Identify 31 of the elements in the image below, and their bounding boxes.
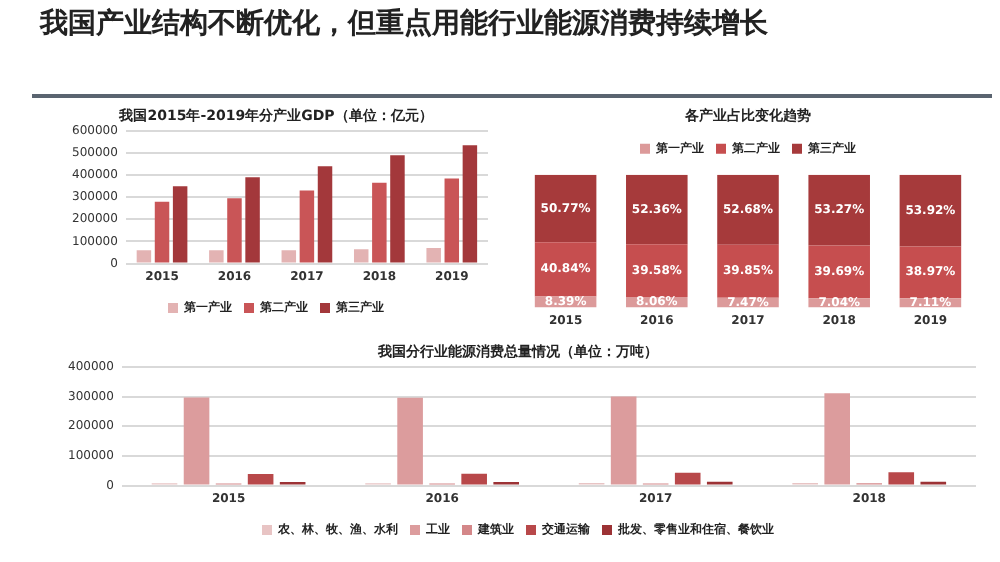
bar xyxy=(353,249,369,263)
bar xyxy=(390,155,405,263)
bar xyxy=(444,178,460,263)
bar xyxy=(154,201,170,263)
bar xyxy=(299,190,315,263)
bar xyxy=(426,248,441,263)
bar xyxy=(136,250,152,263)
bar xyxy=(372,182,387,263)
chart-title: 我国产业结构不断优化，但重点用能行业能源消费持续增长 xyxy=(40,8,770,42)
bar xyxy=(183,397,210,485)
bar xyxy=(717,244,779,298)
bar xyxy=(397,397,423,485)
bar xyxy=(808,174,870,246)
bar xyxy=(227,198,242,263)
bar xyxy=(824,393,851,485)
bar xyxy=(626,174,688,245)
bar xyxy=(281,250,297,263)
bar xyxy=(209,250,224,263)
bar xyxy=(899,174,962,247)
bar xyxy=(717,174,779,245)
bar xyxy=(674,472,701,485)
bar xyxy=(317,166,333,263)
bar xyxy=(247,474,274,485)
bar xyxy=(534,174,597,243)
bar xyxy=(888,472,915,485)
bar xyxy=(172,186,188,263)
bar xyxy=(245,177,260,263)
bar xyxy=(461,473,487,485)
bar xyxy=(626,244,688,297)
bar xyxy=(610,396,637,485)
bar xyxy=(462,145,478,263)
